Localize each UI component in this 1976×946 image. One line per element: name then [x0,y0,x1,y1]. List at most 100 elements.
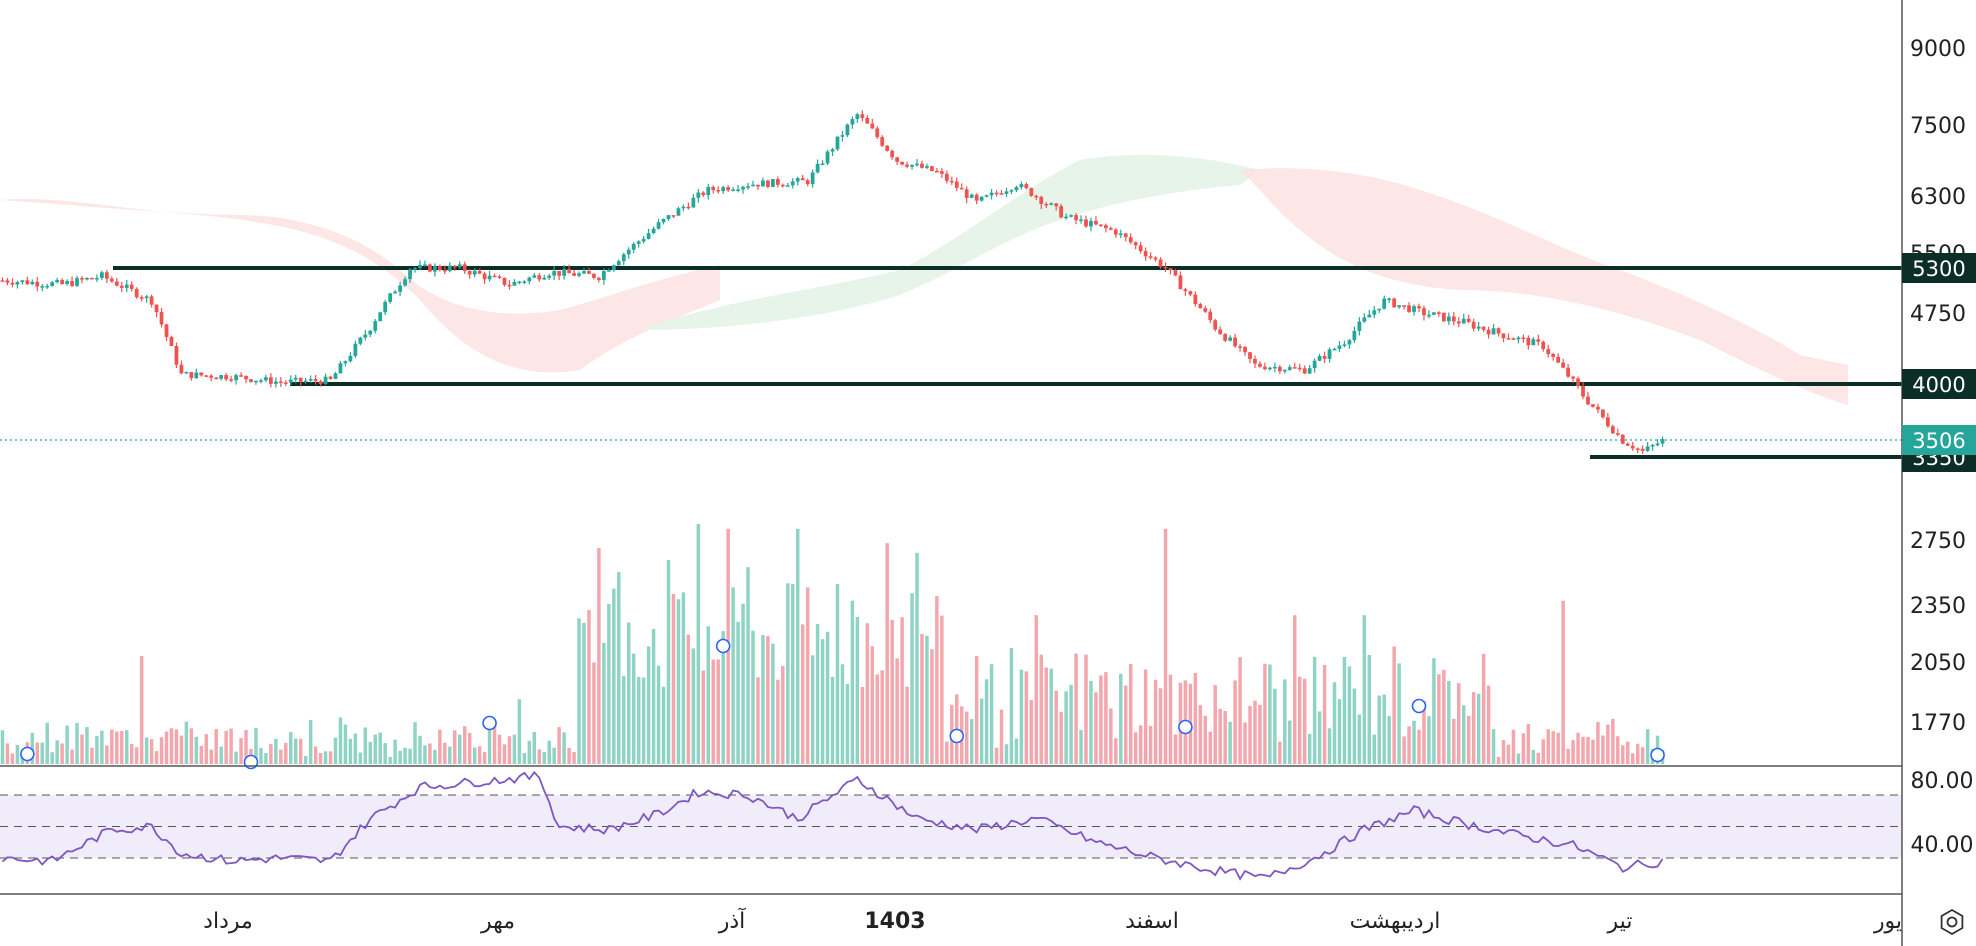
candle [462,261,467,274]
volume-bar [1143,669,1148,764]
candle [1099,224,1103,227]
candle-body [283,382,288,384]
volume-bar [75,722,79,764]
candle [1034,194,1039,201]
volume-bar [1516,753,1521,764]
candle-body [1203,308,1208,312]
candle [1133,241,1138,250]
candle-body [1486,329,1491,335]
candle [1461,313,1466,324]
candle-body [905,164,909,167]
volume-bar [1481,653,1486,764]
volume-bar [681,592,686,764]
volume-bar [1193,672,1198,764]
candle [880,135,885,148]
candle-body [1059,206,1064,218]
candle-body [393,291,398,294]
volume-marker [1178,719,1193,735]
candle-body [895,157,900,162]
volume-bar [701,670,706,764]
candle [65,279,69,286]
volume-bar [1233,680,1237,764]
candle-body [552,271,557,276]
candle-body [1581,385,1585,397]
candle [671,215,676,218]
candle [467,269,472,279]
candle-body [1079,219,1083,221]
volume-bar [1387,715,1391,764]
volume-bar [691,648,696,764]
candle-body [343,361,348,364]
volume-bar [1044,667,1048,764]
price-level-tag [1902,369,1976,399]
candle-body [1352,330,1357,341]
candle-body [383,301,388,313]
candle-body [313,379,318,382]
candle-body [989,192,994,196]
candle-body [512,281,517,286]
chart-settings-icon[interactable] [1940,908,1964,936]
candle-body [244,375,248,380]
volume-bar [592,662,596,764]
candle [681,204,686,212]
candle [20,279,25,285]
candle-body [611,265,616,271]
candle-body [487,275,492,280]
candle [388,292,393,304]
volume-bar [1536,752,1541,764]
volume-bar [1466,715,1471,764]
candle-body [144,296,149,299]
candle [711,185,716,194]
time-label: اردیبهشت [1350,909,1441,934]
candle-body [969,194,974,198]
candle-body [1208,311,1213,321]
candle-body [1277,366,1282,372]
rsi-panel [0,765,1902,895]
candle-body [179,364,184,374]
volume-bar [915,552,919,764]
volume-bar [1263,663,1267,764]
candle-body [0,280,5,282]
candle-body [582,271,586,274]
candle-body [75,278,79,286]
candle-body [944,173,949,181]
time-label: مهر [480,909,515,934]
candle-body [1635,448,1640,450]
candle [1019,181,1024,190]
volume-bar [1397,663,1401,764]
volume-bar [835,584,840,764]
candle [273,377,278,388]
volume-bar [363,727,368,764]
volume-bar [458,734,462,764]
candle [1143,247,1148,261]
volume-bar [313,746,318,764]
candle-body [800,178,805,181]
candle [706,183,711,200]
candle [830,147,835,157]
candle [0,277,5,282]
candle [323,373,328,385]
volume-bar [875,674,879,764]
candle-body [1282,369,1287,372]
candle [95,274,99,282]
candle [1486,326,1491,339]
volume-bar [661,686,666,764]
candle [1402,305,1406,310]
candle [169,335,174,347]
candle [1089,217,1093,232]
volume-bar [885,543,889,764]
volume-bar [880,670,884,764]
candle [234,373,238,385]
time-label: اسفند [1125,909,1179,934]
time-label: مرداد [203,909,253,934]
candle [1422,305,1426,321]
candle-body [1158,259,1163,267]
volume-bar [860,686,865,764]
candle [1228,335,1233,342]
volume-bar [1019,669,1024,764]
candle-body [433,266,437,272]
candle [1188,290,1193,297]
volume-bar [1566,748,1570,764]
volume-bar [532,731,537,764]
volume-bar [1293,615,1297,764]
